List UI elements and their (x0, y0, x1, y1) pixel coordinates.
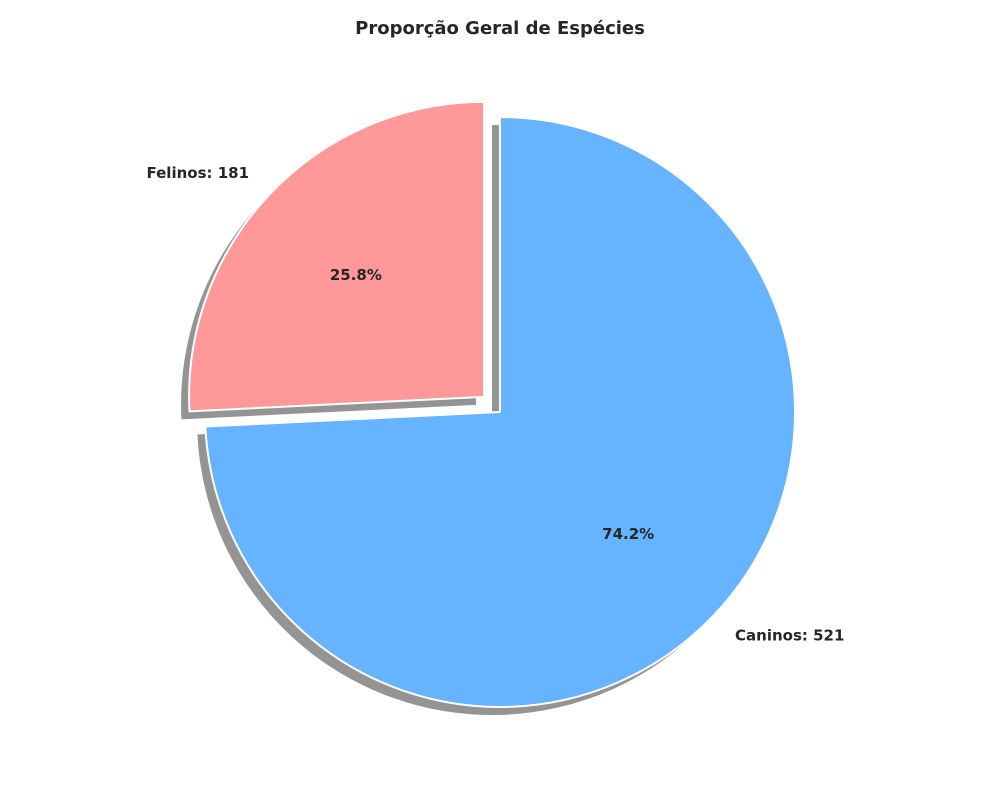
pie-slice-0 (204, 116, 796, 708)
slice-percent-label-1: 25.8% (330, 266, 382, 284)
slice-label-0: Caninos: 521 (735, 627, 844, 645)
chart-title: Proporção Geral de Espécies (355, 18, 645, 39)
pie-slice-1 (188, 100, 486, 413)
slice-percent-label-0: 74.2% (602, 525, 654, 543)
slice-label-1: Felinos: 181 (146, 164, 249, 182)
pie-labels: 74.2% Caninos: 521 25.8% Felinos: 181 (146, 164, 844, 645)
pie-slices (188, 100, 796, 708)
